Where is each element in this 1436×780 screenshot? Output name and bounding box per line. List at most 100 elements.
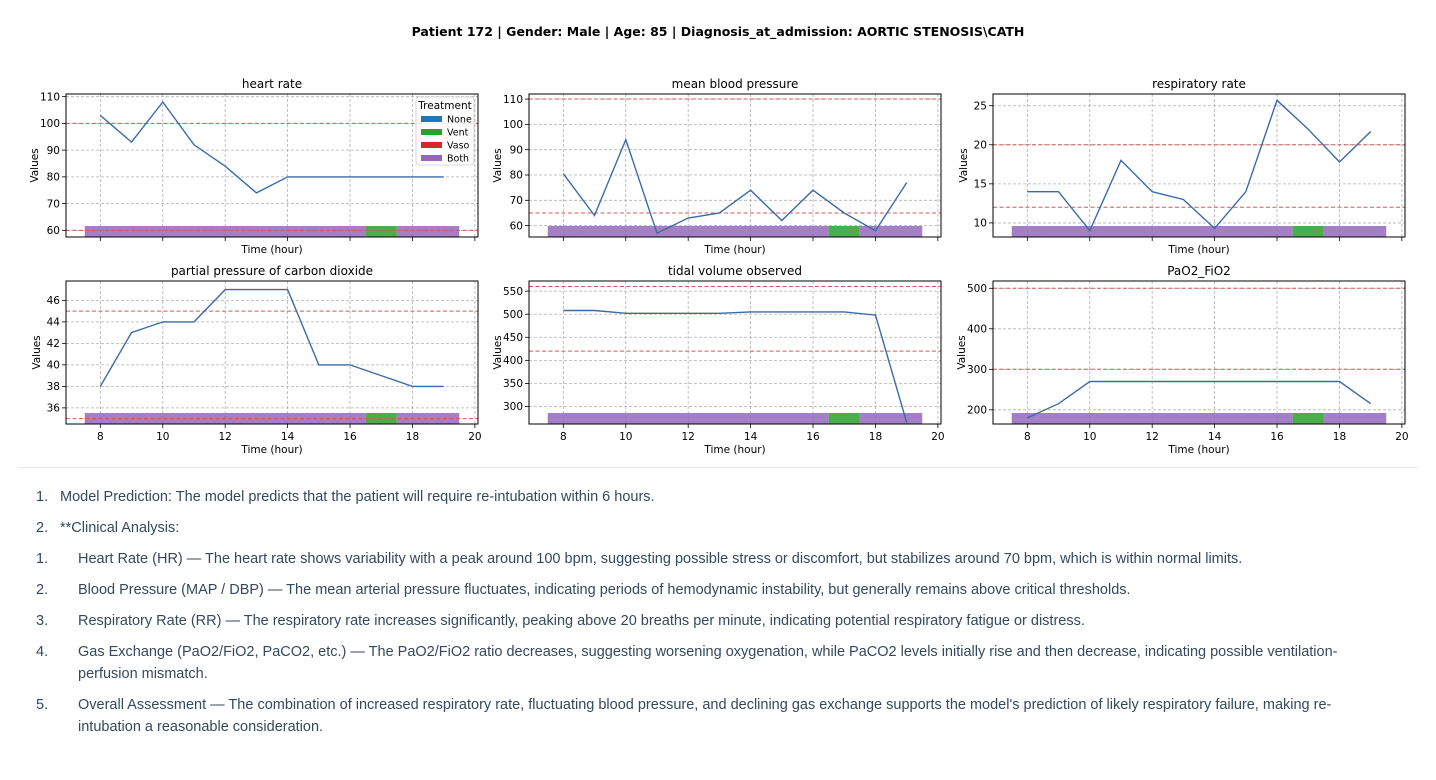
series-line: [562, 137, 908, 235]
gas-exchange-analysis: Gas Exchange (PaO2/FiO2, PaCO2, etc.) — …: [78, 644, 1338, 682]
subplot-title: tidal volume observed: [668, 264, 802, 278]
axes-frame: [528, 280, 942, 425]
x-tick-label: 12: [681, 431, 694, 443]
subplot-6: 200 300 400 500 8 10 12 14 16 18 20 PaO2_FiO2 Time (…: [956, 264, 1409, 456]
treatment-bar-segment: [1292, 413, 1324, 424]
x-tick-label: 12: [218, 431, 231, 443]
legend-swatch: [421, 129, 442, 135]
x-tick-label: 20: [468, 431, 481, 443]
x-tick-label: 14: [1208, 431, 1222, 443]
x-tick-label: 16: [343, 431, 357, 443]
legend-swatch: [421, 116, 442, 122]
subplot-title: heart rate: [242, 77, 302, 91]
x-tick-label: 20: [1395, 431, 1408, 443]
treatment-bar-segment: [1292, 226, 1324, 237]
y-tick-label: 46: [47, 295, 61, 307]
x-tick-label: 20: [931, 431, 944, 443]
legend-label: Both: [447, 154, 469, 165]
x-tick-label: 10: [619, 431, 632, 443]
y-tick-label: 300: [967, 364, 987, 376]
list-number: 2.: [36, 582, 49, 598]
treatment-bar-segment: [84, 226, 366, 237]
y-tick-label: 42: [47, 338, 60, 350]
y-tick-label: 110: [40, 91, 60, 103]
x-tick-label: 16: [1270, 431, 1284, 443]
subplot-title: PaO2_FiO2: [1167, 264, 1231, 278]
y-tick-label: 25: [974, 100, 987, 112]
y-tick-label: 400: [967, 324, 987, 336]
x-axis-label: Time (hour): [703, 244, 765, 256]
legend-swatch: [421, 142, 442, 148]
series-line: [1027, 380, 1372, 419]
treatment-bar-segment: [1011, 226, 1293, 237]
list-number: 3.: [36, 613, 49, 629]
y-tick-label: 90: [47, 145, 60, 157]
axes-frame: [992, 93, 1406, 238]
x-tick-label: 14: [281, 431, 295, 443]
series-line: [563, 309, 908, 423]
treatment-bar-segment: [396, 226, 460, 237]
treatment-bar-segment: [1323, 226, 1387, 237]
y-tick-label: 60: [510, 220, 523, 232]
y-tick-label: 70: [510, 195, 523, 207]
figure: Patient 172 | Gender: Male | Age: 85 | D…: [29, 24, 1409, 456]
x-tick-label: 14: [744, 431, 758, 443]
y-tick-label: 44: [47, 317, 61, 329]
y-tick-label: 60: [47, 225, 60, 237]
y-axis-label: Values: [956, 335, 968, 369]
blood-pressure-analysis: Blood Pressure (MAP / DBP) — The mean ar…: [78, 582, 1131, 598]
y-axis-label: Values: [492, 335, 504, 369]
y-tick-label: 110: [503, 94, 523, 106]
legend-label: Vaso: [447, 141, 470, 152]
x-axis-label: Time (hour): [1167, 244, 1229, 256]
y-tick-label: 80: [47, 172, 60, 184]
chart-figure: Patient 172 | Gender: Male | Age: 85 | D…: [29, 24, 1409, 456]
x-tick-label: 8: [1024, 431, 1031, 443]
y-axis-label: Values: [958, 148, 970, 182]
treatment-bar-segment: [396, 413, 460, 424]
x-axis-label: Time (hour): [240, 244, 302, 256]
y-tick-label: 500: [967, 283, 987, 295]
y-tick-label: 20: [974, 139, 987, 151]
y-tick-label: 450: [503, 332, 523, 344]
x-tick-label: 18: [406, 431, 419, 443]
treatment-bar-segment: [1011, 413, 1293, 424]
subplot-4: 36 38 40 42 44 46 8 10 12 14 16 18 20 partial pressur…: [31, 264, 482, 456]
legend-label: None: [447, 115, 472, 126]
list-number: 5.: [36, 697, 49, 713]
y-tick-label: 70: [47, 198, 60, 210]
figure-suptitle: Patient 172 | Gender: Male | Age: 85 | D…: [412, 24, 1025, 40]
treatment-bar-segment: [828, 413, 860, 424]
x-axis-label: Time (hour): [1167, 444, 1229, 456]
legend-label: Vent: [447, 128, 469, 139]
y-tick-label: 550: [503, 286, 523, 298]
heart-rate-analysis: Heart Rate (HR) — The heart rate shows v…: [78, 551, 1243, 567]
axes-frame: [65, 93, 479, 238]
y-tick-label: 15: [974, 179, 987, 191]
subplot-title: respiratory rate: [1152, 77, 1246, 91]
y-tick-label: 400: [503, 355, 523, 367]
treatment-bar-segment: [828, 226, 860, 237]
subplot-5: 300 350 400 450 500 550 8 10 12 14 16 18 20 tidal vol…: [492, 264, 945, 456]
x-axis-label: Time (hour): [703, 444, 765, 456]
series-line: [1027, 99, 1372, 233]
legend: Treatment None Vent Vaso Both: [415, 96, 475, 166]
subplot-2: 60 70 80 90 100 110 mean blood pressure Time (h…: [492, 77, 942, 256]
overall-assessment-analysis: Overall Assessment — The combination of …: [78, 697, 1332, 735]
y-tick-label: 200: [967, 405, 987, 417]
subplot-title: partial pressure of carbon dioxide: [171, 264, 373, 278]
y-axis-label: Values: [492, 148, 504, 182]
y-tick-label: 350: [503, 378, 523, 390]
x-tick-label: 10: [1083, 431, 1096, 443]
treatment-bar-segment: [547, 413, 829, 424]
subplot-title: mean blood pressure: [672, 77, 799, 91]
x-tick-label: 12: [1145, 431, 1158, 443]
y-tick-label: 10: [974, 218, 987, 230]
legend-swatch: [421, 155, 442, 161]
clinical-analysis-heading: **Clinical Analysis:: [60, 520, 180, 536]
treatment-bar-segment: [365, 226, 397, 237]
y-tick-label: 38: [47, 381, 60, 393]
x-tick-label: 10: [156, 431, 169, 443]
x-tick-label: 16: [806, 431, 820, 443]
y-axis-label: Values: [29, 148, 41, 182]
